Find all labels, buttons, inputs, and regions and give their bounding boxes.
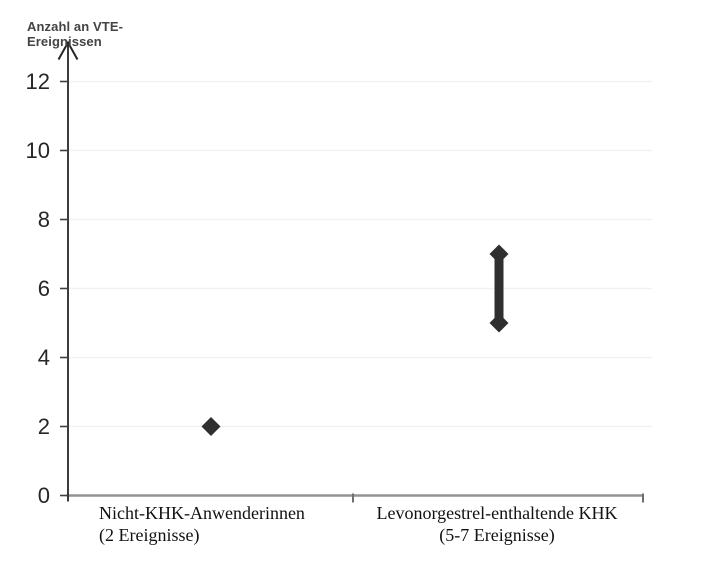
y-tick-label-4: 4	[37, 344, 50, 370]
y-tick-label-8: 8	[37, 206, 50, 232]
y-tick-label-10: 10	[25, 137, 50, 163]
y-axis-arrowhead-icon	[57, 40, 79, 60]
x-category-label-levonorgestrel-khk-line1: Levonorgestrel-enthaltende KHK	[376, 503, 618, 523]
x-category-label-nicht-khk-line1: Nicht-KHK-Anwenderinnen	[99, 503, 305, 523]
range-bar-cat2	[494, 254, 504, 323]
data-point-diamond-cat1	[201, 417, 221, 436]
y-tick-label-12: 12	[25, 68, 50, 94]
x-category-label-nicht-khk-line2: (2 Ereignisse)	[99, 525, 200, 545]
y-axis-title-line2: Ereignissen	[27, 34, 102, 49]
y-tick-label-6: 6	[37, 275, 50, 301]
y-tick-label-0: 0	[37, 482, 50, 508]
range-min-diamond-cat2	[489, 313, 509, 333]
y-axis-title-line1: Anzahl an VTE-	[27, 19, 124, 34]
y-tick-label-2: 2	[37, 413, 50, 439]
range-max-diamond-cat2	[489, 244, 509, 264]
y-axis-title: Anzahl an VTE- Ereignissen	[27, 19, 123, 49]
x-category-label-nicht-khk: Nicht-KHK-Anwenderinnen (2 Ereignisse)	[99, 502, 305, 546]
x-category-label-levonorgestrel-khk: Levonorgestrel-enthaltende KHK (5-7 Erei…	[345, 502, 649, 546]
x-category-label-levonorgestrel-khk-line2: (5-7 Ereignisse)	[439, 525, 555, 545]
